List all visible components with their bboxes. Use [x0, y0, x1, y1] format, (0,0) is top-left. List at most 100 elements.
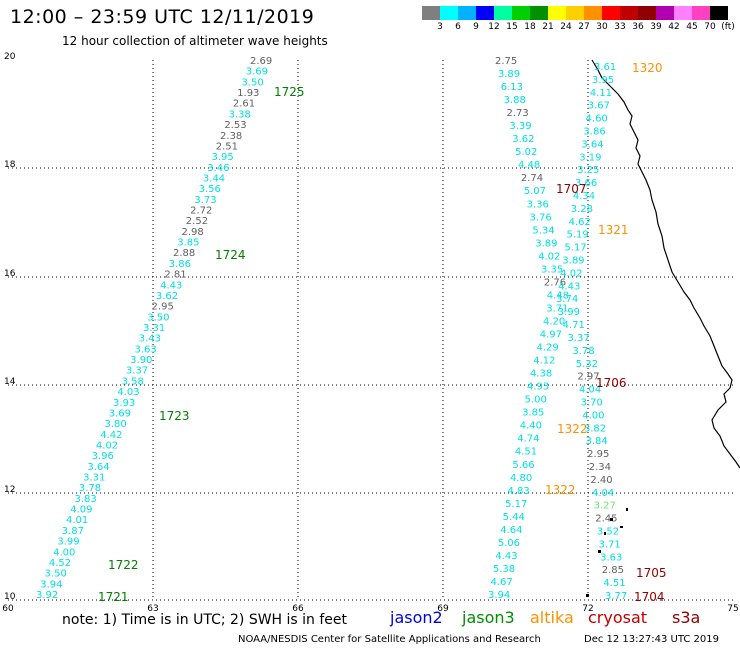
scale-label: 24: [560, 22, 572, 32]
wave-height-value: 5.34: [532, 225, 554, 236]
note-text: note: 1) Time is in UTC; 2) SWH is in fe…: [62, 612, 348, 628]
wave-height-value: 3.56: [199, 184, 221, 195]
wave-height-value: 4.02: [538, 251, 560, 262]
wave-height-value: 2.97: [577, 372, 599, 383]
time-label-cryosat: 1704: [634, 590, 665, 604]
wave-height-value: 4.80: [510, 473, 532, 484]
wave-height-value: 2.73: [506, 108, 528, 119]
wave-height-value: 3.69: [109, 408, 131, 419]
scale-swatch: [602, 6, 620, 20]
scale-label: 12: [488, 22, 500, 32]
east-time-labels: 1320 1707 1321 1706 1322 1322 1705 1704: [545, 61, 667, 604]
scale-label: 36: [632, 22, 644, 32]
footer-timestamp: Dec 12 13:27:43 UTC 2019: [584, 634, 719, 645]
wave-height-value: 3.83: [75, 494, 97, 505]
wave-height-value: 3.27: [594, 501, 616, 512]
time-label-cryosat: 1706: [596, 376, 627, 390]
wave-height-value: 4.00: [53, 547, 75, 558]
wave-height-value: 4.71: [563, 320, 585, 331]
wave-height-value: 3.94: [488, 590, 510, 601]
wave-height-value: 3.86: [169, 259, 191, 270]
wave-height-value: 3.67: [588, 101, 610, 112]
wave-height-value: 2.95: [152, 302, 174, 313]
wave-height-value: 3.50: [45, 569, 67, 580]
wave-height-value: 5.32: [576, 359, 598, 370]
wave-height-value: 4.04: [592, 488, 614, 499]
wave-height-value: 5.44: [503, 512, 525, 523]
wave-height-value: 3.35: [541, 264, 563, 275]
scale-swatch: [566, 6, 584, 20]
scale-swatch: [458, 6, 476, 20]
legend-s3a: s3a: [672, 608, 701, 627]
time-label-cryosat: 1707: [556, 182, 587, 196]
wave-height-value: 2.69: [250, 56, 272, 67]
page-title: 12:00 – 23:59 UTC 12/11/2019: [10, 6, 315, 28]
wave-height-value: 3.89: [562, 256, 584, 267]
wave-height-value: 4.02: [96, 440, 118, 451]
scale-swatch: [692, 6, 710, 20]
scale-swatch: [530, 6, 548, 20]
wave-height-value: 3.39: [509, 121, 531, 132]
wave-height-value: 4.34: [573, 191, 595, 202]
wave-height-value: 3.92: [36, 590, 58, 601]
scale-label: 3: [437, 22, 443, 32]
wave-height-value: 3.85: [522, 408, 544, 419]
time-label-jason3: 1721: [98, 590, 129, 604]
wave-height-value: 4.11: [590, 88, 612, 99]
wave-height-value: 3.94: [40, 579, 62, 590]
scale-swatch: [512, 6, 530, 20]
scale-label: 18: [524, 22, 536, 32]
scale-swatch: [674, 6, 692, 20]
wave-height-value: 2.61: [233, 99, 255, 110]
wave-height-value: 4.02: [560, 268, 582, 279]
wave-height-value: 3.71: [598, 539, 620, 550]
legend-jason2: jason2: [390, 608, 443, 627]
wave-height-value: 3.52: [597, 526, 619, 537]
wave-height-value: 4.97: [540, 330, 562, 341]
lon-tick-label: 75: [727, 604, 738, 614]
wave-height-value: 3.84: [585, 436, 607, 447]
wave-height-value: 4.42: [100, 430, 122, 441]
islands: [586, 508, 628, 597]
wave-height-value: 3.44: [203, 173, 225, 184]
legend-cryosat: cryosat: [588, 608, 648, 627]
lat-tick-label: 14: [4, 377, 16, 387]
lat-lon-grid: [8, 60, 733, 601]
wave-height-value: 4.12: [533, 356, 555, 367]
wave-height-value: 4.60: [586, 114, 608, 125]
wave-height-value: 3.28: [571, 204, 593, 215]
footer-credit: NOAA/NESDIS Center for Satellite Applica…: [238, 634, 541, 645]
scale-swatch: [494, 6, 512, 20]
wave-height-value: 2.74: [521, 173, 543, 184]
wave-height-value: 2.52: [186, 216, 208, 227]
time-label-altika: 1322: [545, 483, 576, 497]
scale-label: 30: [596, 22, 608, 32]
wave-height-value: 4.43: [495, 551, 517, 562]
time-label-altika: 1322: [557, 422, 588, 436]
wave-height-value: 3.71: [546, 303, 568, 314]
scale-swatch: [656, 6, 674, 20]
wave-height-value: 5.17: [505, 499, 527, 510]
wave-height-value: 3.85: [177, 238, 199, 249]
wave-height-value: 3.99: [558, 307, 580, 318]
wave-height-value: 2.75: [495, 56, 517, 67]
wave-height-value: 5.19: [567, 230, 589, 241]
wave-height-value: 3.87: [62, 526, 84, 537]
wave-height-value: 2.45: [595, 514, 617, 525]
scale-label: (ft): [721, 22, 735, 32]
wave-height-value: 2.38: [220, 131, 242, 142]
wave-height-value: 3.78: [572, 346, 594, 357]
wave-height-value: 2.51: [216, 141, 238, 152]
wave-height-value: 4.48: [547, 290, 569, 301]
lon-tick-label: 66: [292, 604, 304, 614]
wave-height-value: 3.38: [229, 109, 251, 120]
wave-height-value: 3.66: [575, 178, 597, 189]
scale-swatch: [440, 6, 458, 20]
lon-tick-label: 72: [582, 604, 593, 614]
wave-height-value: 3.63: [600, 552, 622, 563]
scale-label: 42: [668, 22, 680, 32]
wave-height-value: 4.62: [569, 217, 591, 228]
lon-tick-label: 60: [2, 604, 14, 614]
wave-height-value: 4.01: [66, 515, 88, 526]
